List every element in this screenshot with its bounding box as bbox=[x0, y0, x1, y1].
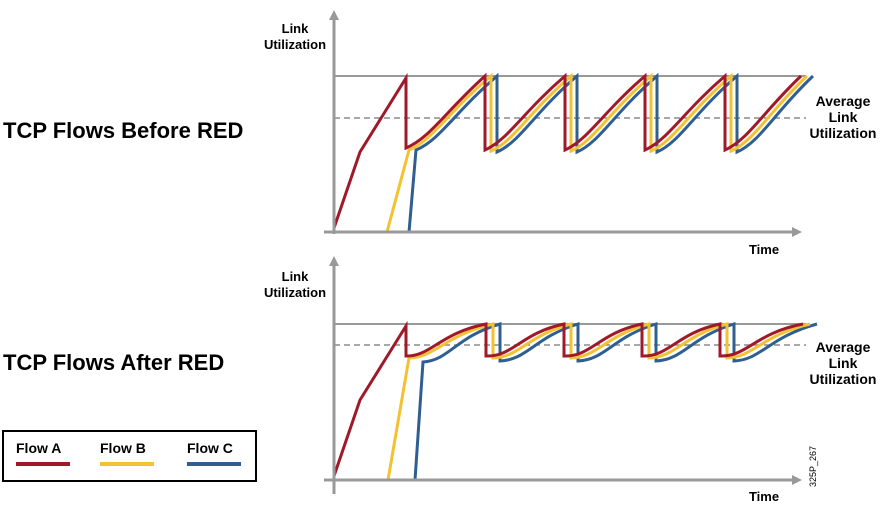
top-average-label: Average Link Utilization bbox=[800, 93, 882, 141]
top-chart bbox=[324, 10, 815, 237]
figure-id: 325P_267 bbox=[808, 445, 818, 487]
bottom-avg-line3: Utilization bbox=[809, 371, 877, 387]
bottom-flow-c-line bbox=[413, 321, 818, 481]
top-avg-line2: Link bbox=[828, 109, 858, 125]
bottom-y-label-line2: Utilization bbox=[263, 285, 327, 300]
top-flow-b-line bbox=[385, 72, 809, 233]
legend-item-flow-c: Flow C bbox=[187, 440, 257, 466]
top-y-label-line1: Link bbox=[281, 21, 309, 36]
bottom-x-axis-label: Time bbox=[748, 489, 780, 504]
top-y-label-line2: Utilization bbox=[263, 37, 327, 52]
bottom-y-axis-label: Link Utilization bbox=[258, 269, 332, 301]
bottom-chart bbox=[324, 256, 818, 494]
bottom-y-label-line1: Link bbox=[281, 269, 309, 284]
top-avg-line3: Utilization bbox=[809, 125, 877, 141]
legend-label-flow-a: Flow A bbox=[16, 440, 62, 456]
legend-item-flow-a: Flow A bbox=[16, 440, 86, 466]
legend-item-flow-b: Flow B bbox=[100, 440, 170, 466]
legend-label-flow-b: Flow B bbox=[100, 440, 146, 456]
bottom-avg-line1: Average bbox=[815, 339, 871, 355]
bottom-panel-title: TCP Flows After RED bbox=[3, 350, 225, 375]
bottom-avg-line2: Link bbox=[828, 355, 858, 371]
legend-label-flow-c: Flow C bbox=[187, 440, 233, 456]
top-flow-c-line bbox=[407, 72, 815, 233]
legend-swatch-flow-a bbox=[16, 462, 70, 466]
top-panel-title: TCP Flows Before RED bbox=[3, 118, 244, 143]
bottom-flow-b-line bbox=[386, 322, 811, 481]
top-avg-line1: Average bbox=[815, 93, 871, 109]
bottom-flow-a-line bbox=[332, 320, 804, 477]
legend: Flow A Flow B Flow C bbox=[2, 430, 257, 482]
top-x-axis-label: Time bbox=[748, 242, 780, 257]
bottom-average-label: Average Link Utilization bbox=[800, 339, 882, 387]
top-y-axis-label: Link Utilization bbox=[258, 21, 332, 53]
legend-swatch-flow-b bbox=[100, 462, 154, 466]
top-flow-a-line bbox=[332, 72, 803, 229]
legend-swatch-flow-c bbox=[187, 462, 241, 466]
